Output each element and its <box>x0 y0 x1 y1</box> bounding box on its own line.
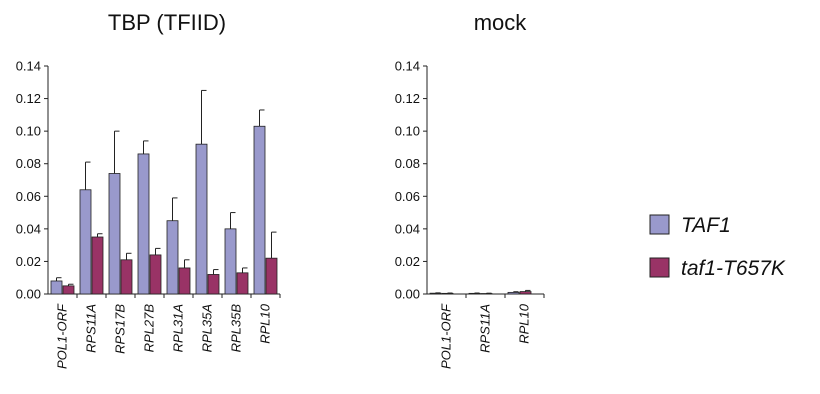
bar-taf1-t657k-rpl31a <box>178 267 191 295</box>
y-tick-label: 0.08 <box>16 156 41 171</box>
y-tick-label: 0.06 <box>16 189 41 204</box>
bar-taf1-rps17b <box>108 173 121 295</box>
legend: TAF1 taf1-T657K <box>649 214 786 280</box>
bar-taf1-t657k-rpl35b <box>236 272 249 295</box>
bar-taf1-rpl35a <box>195 143 208 295</box>
y-tick-label: 0.02 <box>16 254 41 269</box>
category-label: RPL10 <box>517 303 532 344</box>
y-tick-label: 0.00 <box>395 287 420 302</box>
y-tick-label: 0.14 <box>16 59 41 74</box>
tbp-panel: TBP (TFIID) 0.00 0.02 0.04 0.06 0.08 0.10 0.12 0… <box>16 10 281 369</box>
y-tick-label: 0.12 <box>16 91 41 106</box>
y-tick-label: 0.00 <box>16 287 41 302</box>
chart-title: TBP (TFIID) <box>108 10 226 35</box>
y-tick-label: 0.10 <box>16 124 41 139</box>
y-tick-label: 0.04 <box>395 221 420 236</box>
category-label: POL1-ORF <box>439 303 454 369</box>
category-label: RPL35A <box>200 304 215 352</box>
y-tick-label: 0.14 <box>395 59 420 74</box>
bar-taf1-t657k-rpl10 <box>265 257 278 295</box>
category-label: POL1-ORF <box>55 303 70 369</box>
y-tick-label: 0.06 <box>395 189 420 204</box>
chart-title: mock <box>474 10 528 35</box>
bar-taf1-t657k-rps17b <box>120 259 133 295</box>
y-tick-label: 0.08 <box>395 156 420 171</box>
bar-taf1-rpl10 <box>253 125 266 295</box>
y-tick-label: 0.10 <box>395 124 420 139</box>
bar-taf1-rpl35b <box>224 228 237 295</box>
category-label: RPL35B <box>229 304 244 353</box>
bar-taf1-t657k-pol1-orf <box>62 285 75 295</box>
category-label: RPL27B <box>142 304 157 353</box>
y-tick-label: 0.02 <box>395 254 420 269</box>
bar-taf1-pol1-orf <box>50 280 63 295</box>
bar-taf1-t657k-rps11a <box>91 236 104 295</box>
bar-taf1-t657k-rpl27b <box>149 254 162 295</box>
bar-taf1-rps11a <box>79 189 92 295</box>
y-tick-label: 0.12 <box>395 91 420 106</box>
legend-label: taf1-T657K <box>681 257 786 280</box>
bar-taf1-t657k-rpl10 <box>519 291 532 295</box>
y-tick-label: 0.04 <box>16 221 41 236</box>
category-label: RPS17B <box>113 304 128 354</box>
category-label: RPS11A <box>478 304 493 353</box>
legend-label: TAF1 <box>681 214 731 237</box>
legend-swatch <box>649 257 670 278</box>
legend-swatch <box>649 214 670 235</box>
mock-panel: mock 0.00 0.02 0.04 0.06 0.08 0.10 0.12 0.14 POL1… <box>395 10 545 369</box>
bar-taf1-rpl27b <box>137 153 150 295</box>
category-label: RPL31A <box>171 304 186 352</box>
bar-taf1-t657k-rpl35a <box>207 274 220 295</box>
bar-taf1-rpl10 <box>507 291 520 295</box>
category-label: RPS11A <box>84 304 99 353</box>
bar-taf1-rpl31a <box>166 220 179 295</box>
category-label: RPL10 <box>258 303 273 344</box>
